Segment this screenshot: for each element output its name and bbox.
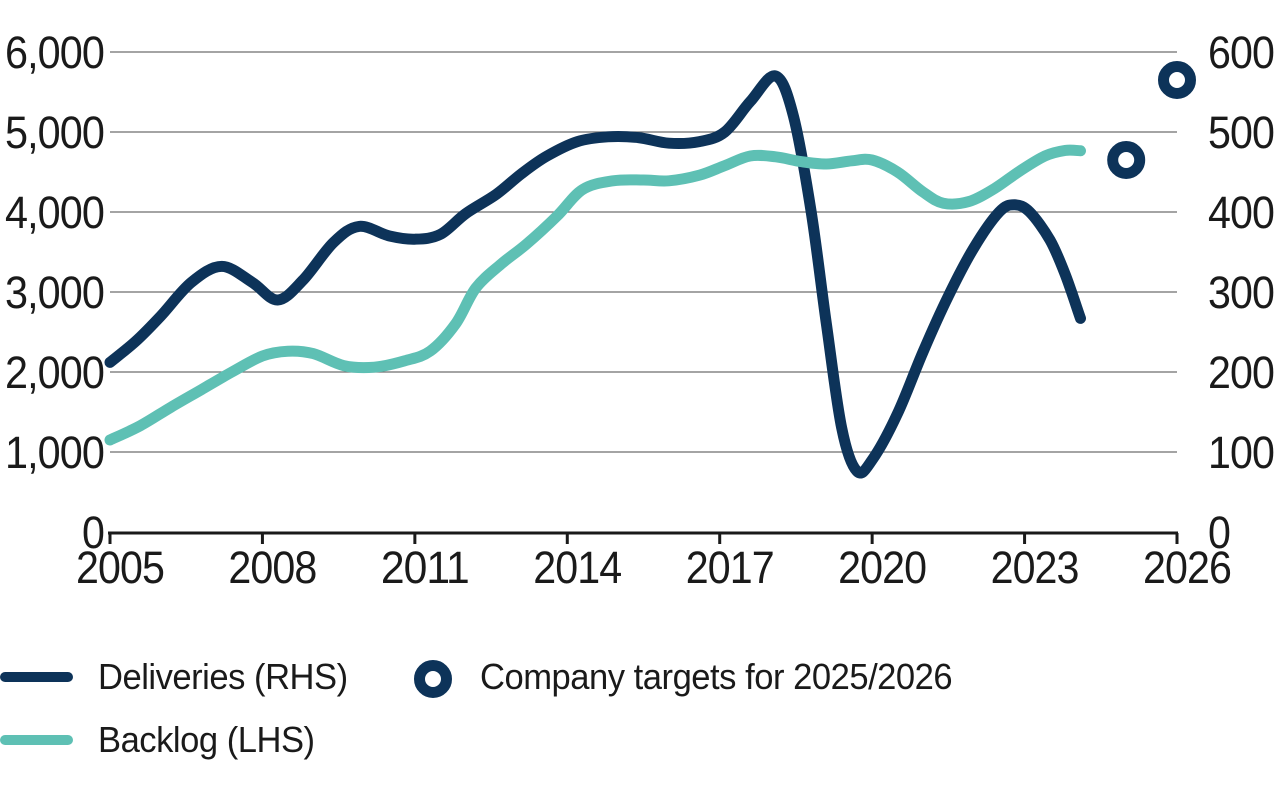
left-axis-tick-label: 0 (82, 507, 104, 558)
left-axis-tick-label: 4,000 (5, 187, 104, 238)
legend-label-deliveries: Deliveries (RHS) (98, 656, 348, 697)
backlog-line (104, 144, 1086, 446)
left-axis-tick-label: 2,000 (5, 347, 104, 398)
company-target-marker (1107, 141, 1146, 179)
x-axis-tick-label: 2011 (381, 542, 469, 593)
deliveries-line-swatch (0, 672, 73, 682)
left-axis-tick-label: 1,000 (5, 427, 104, 478)
right-axis-tick-label: 400 (1208, 187, 1274, 238)
x-axis-tick-label: 2023 (991, 542, 1079, 593)
x-axis-tick-label: 2026 (1143, 542, 1231, 593)
left-axis-tick-label: 6,000 (5, 27, 104, 78)
chart-plot-area: 0 1,000 2,000 3,000 4,000 5,000 6,000 0 100 200 30… (5, 27, 1275, 593)
right-axis-tick-label: 100 (1208, 427, 1274, 478)
left-axis-tick-label: 5,000 (5, 107, 104, 158)
backlog-line-swatch (0, 735, 73, 745)
deliveries-line (104, 70, 1086, 479)
right-axis-tick-label: 200 (1208, 347, 1274, 398)
left-axis-tick-label: 3,000 (5, 267, 104, 318)
right-axis-tick-label: 600 (1208, 27, 1274, 78)
legend-label-company-targets: Company targets for 2025/2026 (480, 656, 953, 697)
company-target-marker (1158, 61, 1196, 99)
right-axis-tick-label: 0 (1208, 507, 1230, 558)
x-axis-tick-label: 2017 (686, 542, 774, 593)
x-axis-tick-label: 2005 (76, 542, 164, 593)
right-axis-tick-label: 300 (1208, 267, 1274, 318)
x-axis-tick-label: 2014 (533, 542, 621, 593)
company-targets-ring-swatch (414, 660, 452, 698)
x-axis-tick-label: 2008 (228, 542, 316, 593)
x-axis-tick-label: 2020 (838, 542, 926, 593)
legend-label-backlog: Backlog (LHS) (98, 719, 315, 760)
chart-legend: Deliveries (RHS) Company targets for 202… (0, 648, 1280, 798)
right-axis-tick-label: 500 (1208, 107, 1274, 158)
